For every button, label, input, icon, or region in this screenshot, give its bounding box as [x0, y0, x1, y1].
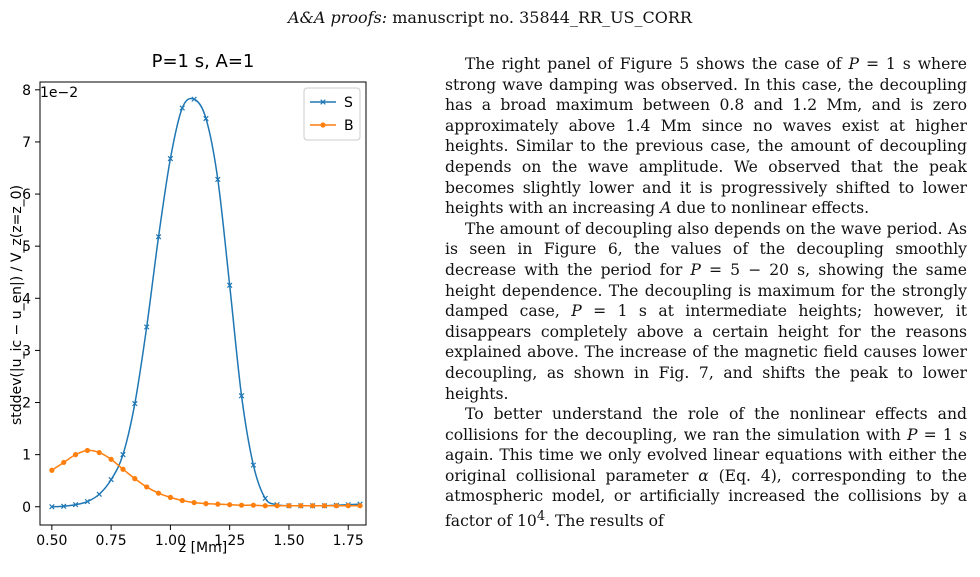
data-point	[250, 502, 256, 508]
data-point	[179, 105, 185, 111]
x-tick-label: 1.75	[333, 533, 364, 549]
paragraph-1: The right panel of Figure 5 shows the ca…	[445, 55, 967, 218]
data-point	[333, 503, 339, 509]
data-point	[72, 501, 79, 508]
data-point	[203, 115, 209, 122]
legend-marker	[320, 122, 326, 128]
data-point	[108, 456, 114, 462]
data-point	[238, 393, 245, 399]
data-point	[215, 176, 221, 183]
x-tick-label: 0.75	[96, 533, 127, 549]
y-axis-label: stddev(|u_ic − u_en|) / V_z(z=z_0)	[9, 185, 25, 425]
data-point	[250, 462, 257, 468]
data-point	[227, 502, 233, 508]
plot-frame	[39, 81, 367, 526]
data-point	[215, 501, 221, 507]
figure: P=1 s, A=1 1e−2 stddev(|u_ic − u_en|) / …	[0, 40, 440, 573]
paragraph-2: The amount of decoupling also depends on…	[445, 219, 968, 403]
data-point	[132, 476, 138, 482]
data-point	[143, 324, 150, 330]
data-point	[191, 499, 197, 506]
y-tick-label: 0	[22, 500, 31, 516]
data-point	[238, 502, 245, 508]
series-line-S	[51, 97, 361, 508]
legend-marker	[320, 99, 326, 105]
data-point	[49, 504, 55, 510]
legend-label: S	[344, 95, 353, 111]
data-point	[357, 503, 363, 509]
data-point	[72, 452, 79, 458]
data-point	[191, 96, 197, 102]
data-point	[120, 466, 126, 472]
data-point	[61, 459, 67, 466]
data-point	[96, 449, 102, 456]
data-point	[262, 503, 268, 509]
x-axis-label: z [Mm]	[179, 540, 227, 556]
data-point	[132, 400, 138, 407]
y-tick-label: 5	[22, 239, 31, 255]
data-point	[203, 501, 209, 507]
legend-label: B	[344, 118, 354, 134]
x-tick-label: 0.50	[36, 533, 67, 549]
data-point	[155, 490, 162, 496]
legend-box	[303, 87, 361, 141]
data-point	[310, 503, 316, 509]
data-point	[298, 503, 304, 509]
data-point	[345, 503, 351, 509]
x-tick-label: 1.50	[273, 533, 304, 549]
data-point	[262, 495, 268, 502]
y-tick-label: 4	[22, 291, 31, 307]
chart-title: P=1 s, A=1	[152, 51, 255, 72]
data-point	[84, 447, 91, 454]
data-point	[84, 498, 91, 505]
paragraph-3: To better understand the role of the non…	[445, 405, 967, 531]
data-point	[274, 503, 280, 509]
x-tick-label: 1.25	[214, 533, 245, 549]
y-tick-label: 1	[22, 448, 31, 464]
data-point	[49, 467, 55, 473]
decoupling-chart: P=1 s, A=1 1e−2 stddev(|u_ic − u_en|) / …	[9, 51, 367, 556]
running-header: A&A proofs: manuscript no. 35844_RR_US_C…	[0, 8, 980, 27]
text-column: The right panel of Figure 5 shows the ca…	[445, 54, 967, 532]
legend: SB	[303, 87, 361, 141]
x-tick-label: 1.00	[155, 533, 186, 549]
data-point	[167, 494, 173, 500]
data-point	[286, 503, 292, 509]
y-tick-label: 6	[22, 187, 31, 203]
y-multiplier-label: 1e−2	[40, 85, 78, 101]
data-point	[179, 497, 185, 504]
data-point	[226, 282, 233, 288]
y-tick-label: 7	[22, 135, 31, 151]
data-point	[144, 484, 150, 490]
y-tick-label: 3	[22, 343, 31, 359]
y-tick-label: 8	[22, 83, 31, 99]
data-point	[321, 503, 328, 509]
data-point	[108, 476, 114, 483]
y-tick-label: 2	[22, 396, 31, 412]
journal-name: A&A proofs:	[288, 8, 388, 27]
manuscript-number: manuscript no. 35844_RR_US_CORR	[392, 8, 692, 27]
data-point	[167, 155, 174, 162]
data-point	[120, 451, 126, 458]
data-point	[96, 491, 102, 497]
series-line-B	[51, 449, 361, 507]
data-point	[155, 234, 162, 240]
data-point	[60, 503, 67, 509]
